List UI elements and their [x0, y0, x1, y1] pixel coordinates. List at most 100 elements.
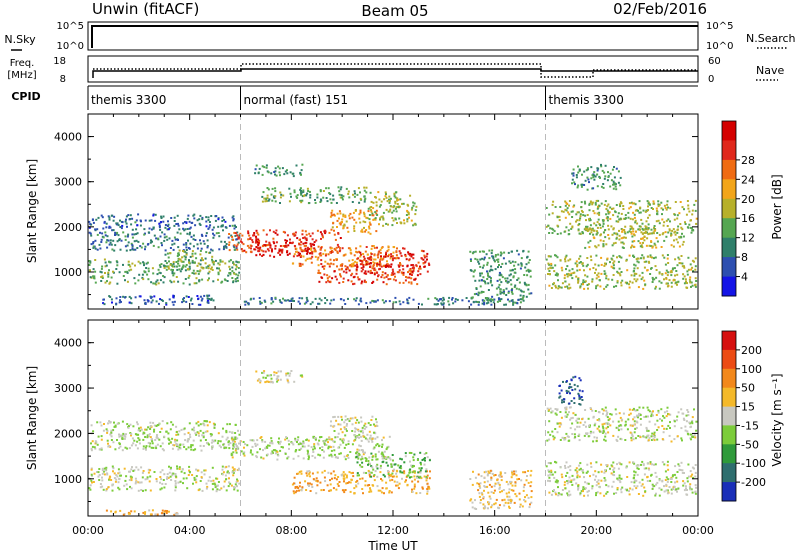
power-cell — [615, 285, 618, 288]
velocity-cell — [118, 435, 121, 438]
power-cell — [575, 260, 578, 263]
power-cell — [589, 201, 592, 204]
power-cell — [217, 278, 219, 281]
velocity-cell — [397, 487, 400, 490]
power-cell — [612, 227, 615, 230]
velocity-cell — [99, 421, 102, 424]
power-cell — [682, 235, 685, 238]
power-cell — [357, 187, 360, 190]
velocity-cell — [130, 476, 133, 479]
velocity-cell — [251, 453, 254, 456]
velocity-cell — [335, 478, 338, 481]
velocity-cell — [361, 429, 364, 432]
velocity-cell — [471, 501, 474, 504]
power-cell — [171, 272, 174, 275]
velocity-cell — [128, 479, 131, 481]
power-cell — [306, 187, 309, 190]
power-cell — [209, 251, 212, 254]
velocity-panel-background — [88, 320, 698, 516]
velocity-cell — [102, 488, 105, 491]
power-cell — [673, 239, 675, 242]
power-cell — [202, 259, 204, 262]
power-cell — [188, 265, 191, 268]
power-cell — [362, 220, 365, 223]
velocity-cell — [234, 449, 237, 452]
velocity-cell — [592, 431, 595, 434]
power-cell — [114, 244, 117, 247]
velocity-cell — [292, 457, 295, 460]
power-cell — [513, 286, 516, 288]
power-cell — [511, 250, 513, 253]
velocity-cell — [117, 468, 120, 471]
velocity-cell — [596, 427, 599, 430]
power-cell — [211, 228, 214, 231]
velocity-cell — [176, 443, 179, 446]
power-cell — [269, 254, 272, 257]
power-cell — [284, 239, 287, 242]
power-cell — [338, 281, 341, 284]
velocity-cell — [258, 378, 261, 381]
power-cell — [348, 264, 351, 267]
velocity-cell — [673, 425, 676, 428]
nave-tick-bottom: 0 — [708, 74, 714, 85]
power-cell — [301, 163, 304, 166]
velocity-cell — [351, 423, 354, 426]
nsky-tick-top-left: 10^5 — [57, 21, 84, 32]
power-cell — [617, 220, 620, 223]
velocity-cell — [642, 406, 645, 409]
power-cell — [297, 300, 300, 303]
velocity-cell — [592, 440, 595, 443]
power-cell — [508, 274, 511, 277]
velocity-cell — [121, 437, 124, 440]
power-cell — [237, 237, 240, 240]
power-cell — [661, 233, 664, 236]
power-cell — [282, 230, 285, 233]
power-cell — [388, 201, 391, 204]
power-cell — [158, 264, 161, 267]
power-cell — [477, 294, 480, 297]
velocity-cell — [299, 442, 302, 445]
power-cell — [643, 266, 646, 269]
power-cell — [332, 263, 335, 266]
power-cell — [677, 256, 680, 259]
power-cell — [329, 258, 332, 261]
velocity-cell — [234, 424, 237, 426]
power-cell — [597, 205, 599, 208]
power-cell — [313, 247, 316, 250]
power-cell — [295, 164, 298, 167]
velocity-cell — [232, 451, 235, 454]
power-cell — [281, 167, 284, 170]
power-cell — [509, 269, 512, 272]
power-cell — [570, 210, 573, 213]
velocity-cell — [161, 448, 164, 451]
power-cell — [607, 211, 610, 214]
power-cell — [522, 290, 525, 293]
power-cell — [316, 196, 319, 199]
velocity-cell — [347, 418, 350, 421]
power-cell — [641, 254, 644, 257]
power-cell — [184, 265, 187, 268]
power-cell — [224, 279, 227, 282]
power-cell — [605, 208, 608, 210]
power-cell — [600, 165, 603, 168]
power-cell — [171, 270, 174, 273]
velocity-cell — [617, 429, 620, 432]
power-cell — [515, 301, 518, 304]
power-cell — [382, 211, 385, 214]
power-cell — [349, 249, 352, 252]
power-cell — [519, 298, 522, 301]
velocity-cell — [138, 439, 141, 442]
power-cell — [565, 226, 568, 229]
power-cell — [303, 236, 306, 239]
power-cell — [406, 302, 409, 304]
power-cell — [168, 298, 171, 301]
power-cell — [447, 300, 450, 303]
power-cell — [211, 258, 213, 261]
power-cell — [171, 301, 174, 304]
power-cell — [602, 240, 605, 243]
power-cell — [165, 302, 168, 305]
velocity-cell — [374, 470, 377, 473]
power-cell — [325, 253, 328, 256]
power-cell — [360, 267, 363, 270]
power-cell — [130, 242, 133, 245]
